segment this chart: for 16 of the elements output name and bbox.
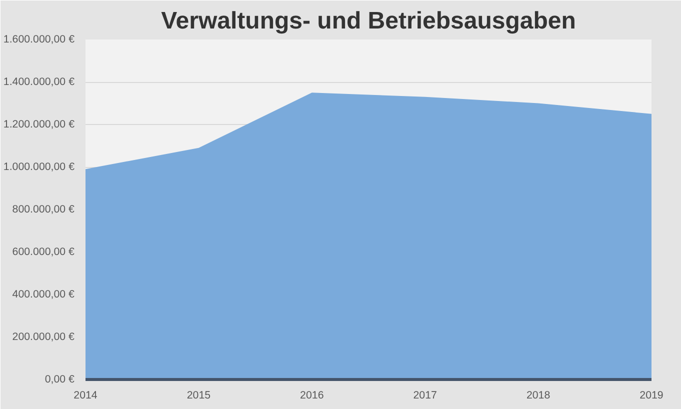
y-tick-label: 1.600.000,00 € — [3, 34, 75, 46]
x-tick-label: 2015 — [186, 390, 211, 402]
y-tick-label: 600.000,00 € — [12, 246, 75, 258]
y-tick-label: 200.000,00 € — [12, 331, 75, 343]
x-tick-label: 2016 — [300, 390, 324, 402]
y-tick-label: 400.000,00 € — [12, 288, 75, 300]
x-tick-label: 2014 — [74, 390, 98, 402]
x-tick-label: 2019 — [640, 390, 664, 402]
y-tick-label: 800.000,00 € — [12, 204, 75, 216]
y-tick-label: 1.400.000,00 € — [3, 76, 75, 88]
y-tick-label: 1.200.000,00 € — [3, 118, 75, 130]
y-tick-label: 0,00 € — [44, 374, 75, 386]
y-tick-label: 1.000.000,00 € — [3, 161, 75, 173]
x-tick-label: 2018 — [526, 390, 550, 402]
chart-title: Verwaltungs- und Betriebsausgaben — [161, 8, 576, 34]
x-tick-label: 2017 — [413, 390, 438, 402]
